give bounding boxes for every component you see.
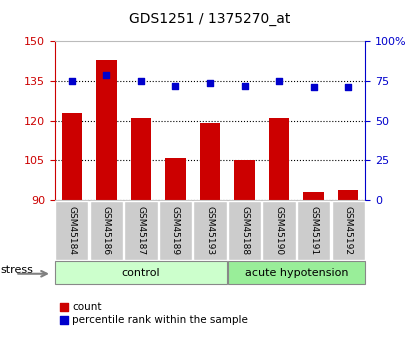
Point [241,83,248,89]
Point [207,80,213,86]
Bar [200,124,221,200]
Bar [165,158,186,200]
Legend: count, percentile rank within the sample: count, percentile rank within the sample [60,302,248,325]
FancyBboxPatch shape [297,201,330,260]
Point [310,85,317,90]
Text: GSM45190: GSM45190 [275,206,284,255]
Text: GSM45187: GSM45187 [136,206,145,255]
Text: GDS1251 / 1375270_at: GDS1251 / 1375270_at [129,12,291,26]
Text: GSM45188: GSM45188 [240,206,249,255]
FancyBboxPatch shape [228,201,261,260]
FancyBboxPatch shape [194,201,226,260]
Text: GSM45192: GSM45192 [344,206,353,255]
Text: GSM45189: GSM45189 [171,206,180,255]
FancyBboxPatch shape [262,201,296,260]
FancyBboxPatch shape [55,261,227,284]
Point [276,78,282,84]
Text: control: control [122,268,160,277]
Bar [96,60,117,200]
FancyBboxPatch shape [124,201,158,260]
Text: stress: stress [0,265,33,275]
Text: GSM45193: GSM45193 [205,206,215,255]
Point [138,78,144,84]
Point [68,78,75,84]
Text: acute hypotension: acute hypotension [244,268,348,277]
Text: GSM45191: GSM45191 [309,206,318,255]
Text: GSM45186: GSM45186 [102,206,111,255]
Point [103,72,110,78]
Text: GSM45184: GSM45184 [67,206,76,255]
Bar [234,160,255,200]
FancyBboxPatch shape [159,201,192,260]
Point [345,85,352,90]
Bar [269,118,289,200]
Bar [131,118,151,200]
FancyBboxPatch shape [331,201,365,260]
FancyBboxPatch shape [55,201,89,260]
Bar [61,113,82,200]
Bar [338,189,359,200]
FancyBboxPatch shape [90,201,123,260]
FancyBboxPatch shape [228,261,365,284]
Bar [303,192,324,200]
Point [172,83,179,89]
